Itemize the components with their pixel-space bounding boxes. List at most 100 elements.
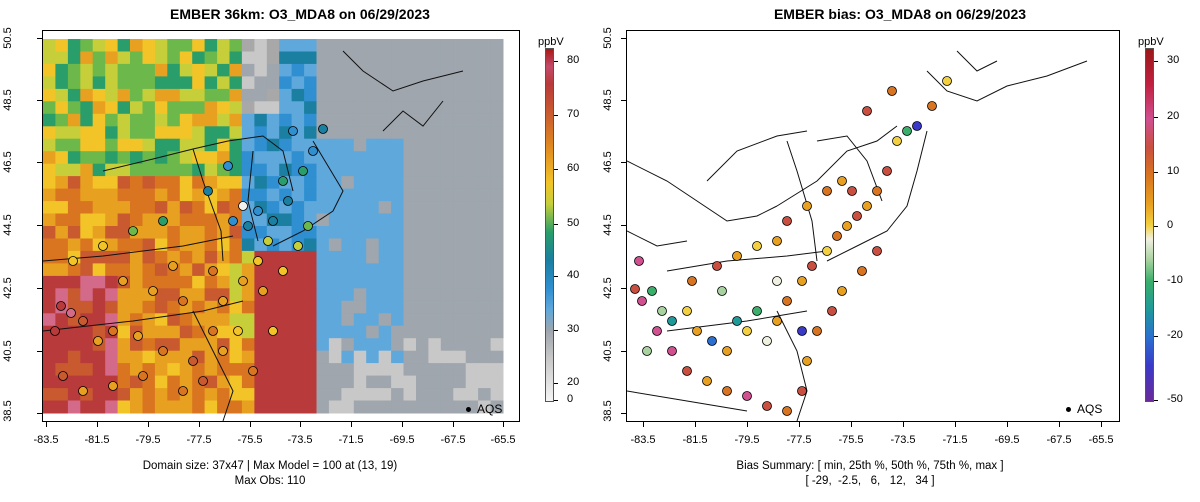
model-grid-cell [416,288,429,302]
right-xtick-mark [903,422,904,427]
model-grid-cell [117,76,131,90]
model-grid-cell [453,188,467,202]
model-grid-cell [167,201,181,215]
model-grid-cell [366,163,380,177]
right-map-frame[interactable] [626,30,1120,422]
model-grid-cell [92,288,106,302]
model-grid-cell [92,250,106,264]
aqs-bias-marker [812,326,822,336]
right-xtick-label: -75.5 [838,434,864,446]
model-grid-cell [92,163,106,177]
aqs-bias-marker [630,284,640,294]
model-grid-cell [92,39,106,52]
model-grid-cell [130,188,143,202]
aqs-site-marker [253,206,263,216]
model-grid-cell [428,350,442,364]
model-grid-cell [478,138,491,152]
model-grid-cell [440,400,454,414]
model-grid-cell [167,250,181,264]
model-grid-cell [217,176,230,190]
model-grid-cell [204,226,218,239]
model-grid-cell [92,63,106,77]
model-grid-cell [465,313,479,327]
model-grid-cell [391,238,404,252]
model-grid-cell [328,288,342,302]
state-boundary-line [342,50,464,92]
model-grid-cell [279,350,293,364]
model-grid-cell [291,325,305,339]
model-grid-cell [55,263,69,277]
model-grid-cell [67,325,81,339]
model-grid-cell [204,88,218,102]
model-grid-cell [105,201,119,215]
model-grid-cell [229,76,243,90]
model-grid-cell [229,138,243,152]
model-grid-cell [453,176,467,190]
model-grid-cell [316,288,330,302]
right-cbar-label: -50 [1167,393,1183,405]
model-grid-cell [291,39,305,52]
model-grid-cell [67,275,81,289]
model-grid-cell [92,325,106,339]
model-grid-cell [254,163,268,177]
model-grid-cell [453,350,467,364]
model-grid-cell [378,400,392,414]
model-grid-cell [465,151,479,165]
model-grid-cell [478,126,491,140]
model-grid-cell [453,388,467,402]
model-grid-cell [192,363,206,377]
model-grid-cell [465,238,479,252]
model-grid-cell [204,51,218,65]
model-grid-cell [440,300,454,314]
model-grid-cell [453,275,467,289]
right-cbar-tick [1154,172,1158,173]
model-grid-cell [154,113,168,127]
model-grid-cell [304,163,317,177]
aqs-bias-marker [782,406,792,416]
model-grid-cell [254,101,268,115]
model-grid-cell [43,400,56,414]
model-grid-cell [130,201,143,215]
model-grid-cell [378,126,392,140]
model-grid-cell [378,325,392,339]
model-grid-cell [217,188,230,202]
model-grid-cell [142,163,156,177]
model-grid-cell [229,263,243,277]
model-grid-cell [142,226,156,239]
right-map-canvas [627,50,1088,421]
left-xtick-mark [503,422,504,427]
model-grid-cell [241,76,255,90]
model-grid-cell [192,400,206,414]
aqs-bias-marker [842,221,852,231]
left-xtick-mark [148,422,149,427]
model-grid-cell [366,363,380,377]
model-grid-cell [192,176,206,190]
model-grid-cell [229,151,243,165]
right-cbar-tick [1154,400,1158,401]
aqs-site-marker [248,366,258,376]
model-grid-cell [92,188,106,202]
model-grid-cell [154,388,168,402]
model-grid-cell [378,163,392,177]
model-grid-cell [416,151,429,165]
model-grid-cell [92,350,106,364]
left-cbar-label: 30 [567,323,580,335]
model-grid-cell [478,288,491,302]
left-cbar-label: 80 [567,54,580,66]
left-map-frame[interactable] [42,30,520,422]
left-xtick-mark [46,422,47,427]
model-grid-cell [366,201,380,215]
model-grid-cell [117,238,131,252]
model-grid-cell [55,400,69,414]
model-grid-cell [328,275,342,289]
model-grid-cell [117,113,131,127]
model-grid-cell [453,263,467,277]
aqs-bias-marker [942,76,952,86]
model-grid-cell [80,300,94,314]
model-grid-cell [266,300,280,314]
model-grid-cell [142,76,156,90]
model-grid-cell [428,176,442,190]
aqs-bias-marker [802,201,812,211]
model-grid-cell [204,338,218,352]
model-grid-cell [92,388,106,402]
